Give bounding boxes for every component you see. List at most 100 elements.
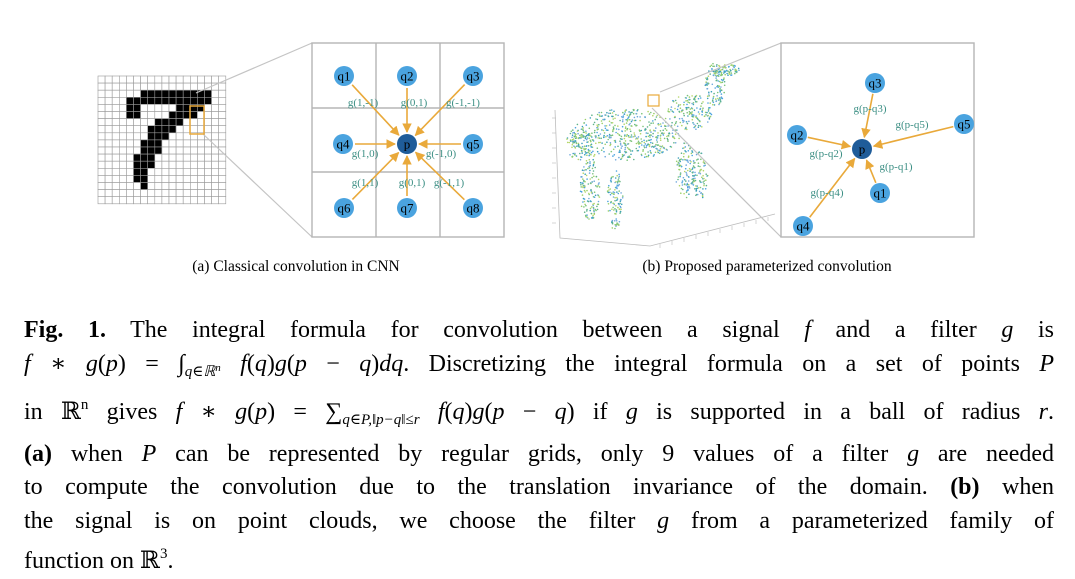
grid-cell: [126, 97, 134, 105]
cloud-point: [673, 137, 676, 140]
weight-label: g(p-q5): [896, 119, 929, 131]
grid-cell: [119, 104, 127, 112]
cloud-point: [615, 213, 617, 215]
cloud-point: [604, 155, 606, 158]
grid-cell: [104, 160, 113, 169]
node-label: q2: [791, 128, 804, 143]
cloud-point: [571, 146, 573, 149]
cloud-point: [622, 195, 624, 197]
cloud-point: [647, 132, 649, 135]
cloud-point: [719, 90, 721, 92]
cloud-point: [609, 143, 612, 146]
grid-cell: [111, 75, 120, 84]
cloud-point: [579, 146, 581, 148]
grid-cell: [154, 168, 163, 176]
grid-cell: [204, 75, 212, 84]
grid-cell: [140, 182, 149, 190]
grid-cell: [161, 160, 170, 169]
grid-cell: [154, 111, 163, 119]
cloud-point: [602, 129, 605, 132]
grid-cell: [154, 153, 163, 162]
grid-cell: [161, 125, 170, 134]
cloud-point: [715, 79, 718, 82]
cloud-point: [591, 136, 593, 138]
cloud-point: [621, 130, 623, 132]
cloud-point: [612, 129, 614, 131]
cloud-point: [692, 160, 695, 162]
cloud-point: [617, 224, 620, 226]
cloud-point: [615, 223, 618, 226]
grid-cell: [182, 132, 191, 141]
cloud-point: [623, 135, 626, 137]
cloud-point: [675, 121, 678, 123]
cloud-point: [650, 122, 652, 124]
grid-cell: [175, 118, 184, 126]
cloud-point: [678, 164, 681, 166]
grid-cell: [161, 196, 170, 205]
cloud-point: [570, 140, 572, 142]
grid-cell: [204, 168, 212, 176]
grid-cell: [190, 118, 198, 126]
grid-cell: [197, 146, 205, 155]
cloud-point: [585, 204, 587, 207]
grid-cell: [211, 153, 220, 162]
grid-cell: [104, 146, 113, 155]
node-label: q3: [467, 69, 480, 84]
grid-cell: [161, 132, 170, 141]
cloud-point: [607, 186, 610, 189]
grid-cell: [133, 89, 141, 98]
cloud-point: [683, 192, 685, 195]
cloud-point: [695, 190, 697, 192]
grid-cell: [175, 132, 184, 141]
cloud-point: [626, 159, 628, 161]
node-q2: [397, 66, 417, 86]
cloud-point: [605, 125, 608, 127]
cloud-point: [708, 91, 710, 94]
grid-cell: [211, 111, 220, 119]
cloud-point: [611, 112, 614, 114]
cloud-point: [583, 169, 585, 172]
cloud-point: [617, 192, 620, 195]
node-label: q1: [874, 186, 887, 201]
cloud-point: [653, 112, 655, 115]
cloud-point: [589, 169, 591, 172]
grid-cell: [161, 139, 170, 148]
cloud-point: [688, 187, 691, 189]
cloud-point: [630, 140, 633, 142]
cloud-point: [647, 139, 650, 142]
cloud-point: [613, 139, 616, 142]
cloud-point: [656, 137, 659, 139]
cloud-point: [584, 180, 586, 183]
grid-cell: [182, 160, 191, 169]
cloud-point: [589, 162, 591, 165]
cloud-point: [569, 154, 571, 156]
grid-cell: [97, 146, 106, 155]
cloud-point: [707, 121, 709, 123]
cloud-point: [697, 165, 700, 167]
cloud-point: [599, 133, 602, 135]
weight-label: g(p-q1): [880, 161, 913, 173]
grid-cell: [218, 89, 227, 98]
cloud-point: [681, 181, 683, 184]
cloud-point: [648, 121, 650, 123]
cloud-point: [675, 160, 678, 163]
grid-cell: [119, 111, 127, 119]
cloud-point: [681, 124, 683, 127]
cloud-point: [686, 159, 689, 161]
cloud-point: [655, 116, 658, 118]
cloud-point: [588, 127, 591, 130]
cloud-point: [581, 145, 584, 148]
cloud-point: [688, 120, 690, 123]
cloud-point: [707, 110, 710, 112]
cloud-point: [629, 122, 631, 125]
cloud-point: [700, 152, 702, 155]
cloud-point: [591, 181, 593, 183]
cloud-point: [688, 176, 690, 178]
cloud-point: [606, 135, 609, 137]
grid-cell: [133, 175, 141, 183]
cloud-point: [659, 123, 662, 125]
cloud-point: [637, 109, 639, 111]
cloud-point: [673, 124, 676, 126]
cloud-point: [621, 120, 624, 123]
cloud-point: [684, 167, 687, 170]
